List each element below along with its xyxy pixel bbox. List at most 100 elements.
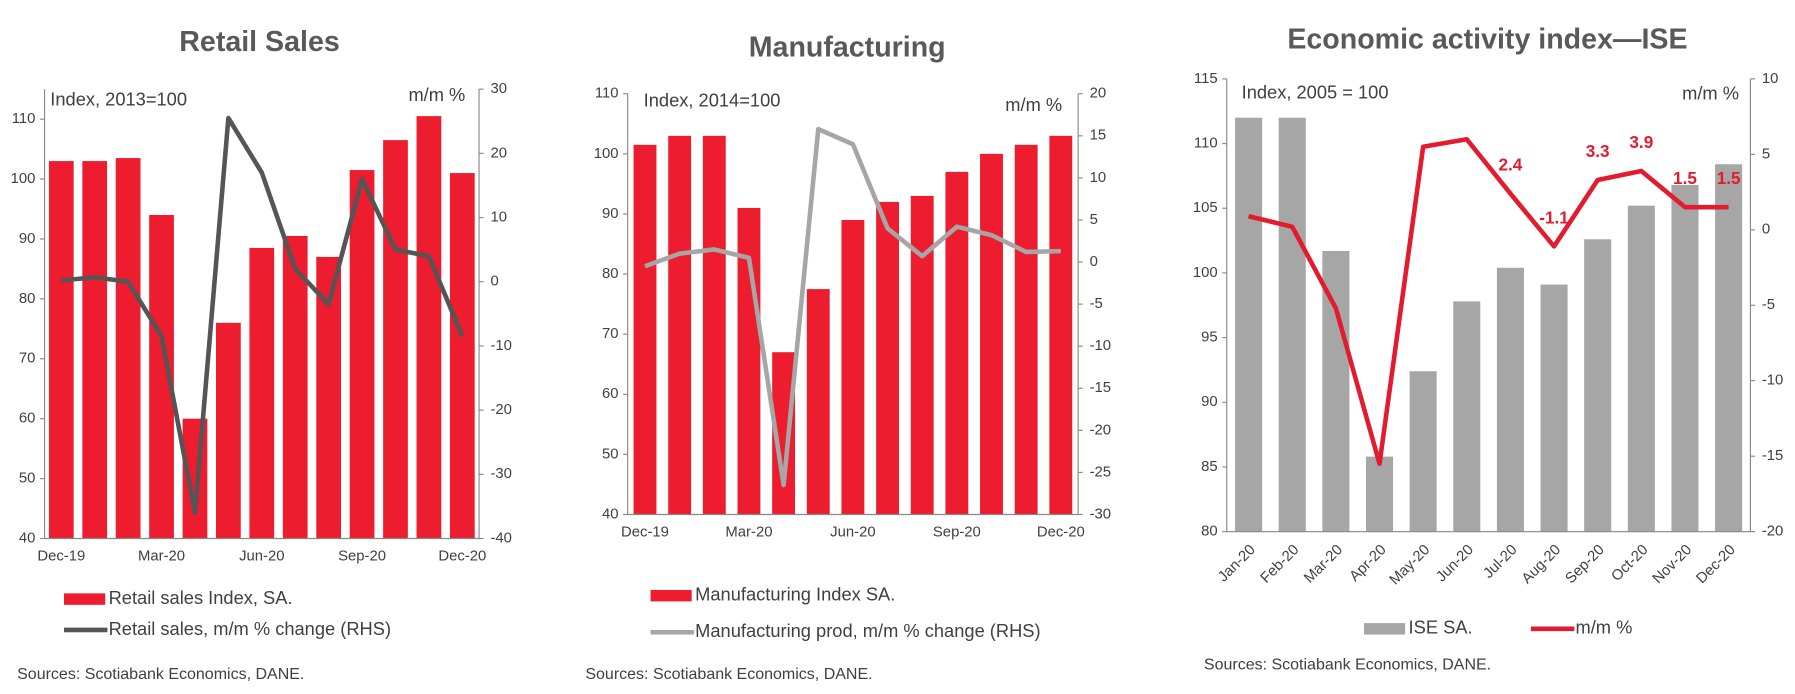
y2-tick-label: -20 [1090,422,1111,438]
bar [1715,164,1743,532]
y2-axis-note: m/m % [1005,94,1062,115]
line [644,126,1061,488]
y-axis-note: Index, 2005 = 100 [1242,82,1389,103]
line [1248,136,1729,467]
y-tick-label: 80 [1201,524,1218,540]
y-tick-label: 90 [602,206,619,222]
x-tick-label: Sep-20 [1563,542,1608,587]
data-label: -1.1 [1539,208,1569,228]
legend-label: m/m % [1575,617,1632,638]
y-tick-label: 40 [19,530,36,546]
y2-tick-label: 20 [1090,86,1107,102]
line [61,115,465,516]
x-tick-label: Oct-20 [1609,542,1652,585]
y2-tick-label: -30 [1090,506,1111,522]
y-tick-label: 85 [1201,459,1218,475]
x-tick-label: Jun-20 [1434,542,1477,585]
bar [910,195,934,515]
bar [82,161,108,539]
y-tick-label: 70 [602,326,619,342]
bar [633,144,657,515]
y-tick-label: 110 [1194,135,1218,151]
x-tick-label: May-20 [1387,542,1433,588]
y-tick-label: 90 [19,231,36,247]
bar [115,158,141,539]
y2-tick-label: 10 [490,209,507,225]
y2-tick-label: 5 [1090,212,1098,228]
bar [383,140,408,539]
y-tick-label: 50 [602,446,619,462]
y-tick-label: 70 [19,351,36,367]
x-tick-label: Dec-20 [1694,542,1739,587]
legend-label: Manufacturing Index SA. [695,584,895,605]
bar [1278,117,1306,532]
x-tick-label: Mar-20 [1301,542,1346,587]
y2-tick-label: -25 [1090,464,1111,480]
source-note: Sources: Scotiabank Economics, DANE. [17,666,304,683]
y2-axis-note: m/m % [408,84,465,105]
bar [249,247,275,539]
legend-swatch [64,593,106,605]
y-tick-label: 80 [602,266,619,282]
x-tick-label: Jun-20 [830,525,875,541]
bar [1584,239,1612,532]
x-tick-label: Dec-20 [438,549,486,565]
bar [806,289,830,515]
bar [1496,267,1524,532]
legend-label: Retail sales Index, SA. [109,587,293,608]
bar [1235,117,1263,532]
y2-tick-label: -10 [1090,338,1111,354]
data-label: 1.5 [1673,168,1697,188]
y2-tick-label: -20 [490,402,511,418]
data-label: 2.4 [1499,155,1523,175]
x-tick-label: Jan-20 [1215,542,1258,585]
data-label: 1.5 [1717,168,1741,188]
x-tick-label: Dec-19 [621,525,669,541]
data-label: 3.3 [1586,141,1610,161]
bar [216,322,241,539]
bar [1365,456,1394,532]
x-tick-label: Sep-20 [933,525,981,541]
bar [772,352,796,515]
y-tick-label: 90 [1201,394,1218,410]
y-axis-note: Index, 2013=100 [50,88,187,109]
bar [1049,135,1073,515]
bar [1671,184,1699,532]
bar [1540,284,1568,532]
y2-tick-label: -15 [1762,448,1783,464]
x-tick-label: Feb-20 [1258,542,1303,587]
legend-label: Retail sales, m/m % change (RHS) [109,618,391,639]
y2-tick-label: -5 [1762,297,1775,313]
source-note: Sources: Scotiabank Economics, DANE. [585,666,872,683]
y2-tick-label: 20 [490,145,507,161]
bar [1453,301,1481,532]
x-tick-label: Dec-20 [1037,525,1085,541]
legend-swatch [1363,623,1406,635]
bar [1409,371,1437,532]
y-tick-label: 80 [19,291,36,307]
y-tick-label: 100 [1193,265,1218,281]
y2-tick-label: -40 [490,530,511,546]
y2-tick-label: 10 [1090,170,1107,186]
y2-tick-label: 30 [490,81,507,97]
x-tick-label: Mar-20 [725,525,772,541]
y-tick-label: 115 [1194,71,1218,87]
y-tick-label: 95 [1201,330,1218,346]
legend-label: Manufacturing prod, m/m % change (RHS) [695,620,1040,641]
y2-tick-label: 10 [1762,71,1779,87]
bar [702,135,726,515]
x-tick-label: Jul-20 [1481,542,1521,582]
y2-axis-note: m/m % [1682,83,1739,104]
y-tick-label: 40 [602,506,619,522]
x-tick-label: Nov-20 [1650,542,1695,587]
y-tick-label: 105 [1193,200,1218,216]
bar [282,235,308,539]
y-tick-label: 100 [11,171,36,187]
y2-tick-label: 0 [1762,222,1770,238]
x-tick-label: Apr-20 [1347,542,1390,585]
y2-tick-label: 15 [1090,128,1107,144]
bar [945,171,969,515]
y-axis-note: Index, 2014=100 [644,90,781,111]
y2-tick-label: -30 [490,466,511,482]
